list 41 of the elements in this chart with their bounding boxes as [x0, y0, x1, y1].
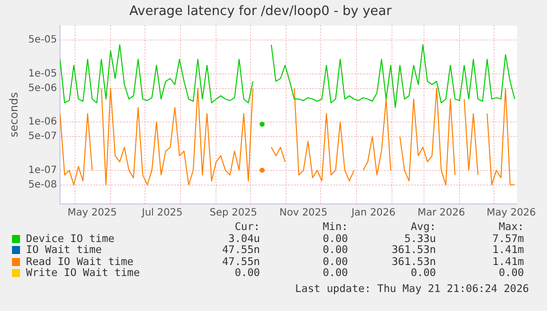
text: Last update: Thu May 21 21:06:24 2026 — [295, 283, 529, 295]
x-tick-label: Jan 2026 — [350, 208, 396, 219]
text: 0.00 — [322, 244, 348, 256]
x-tick-label: Jul 2025 — [140, 208, 183, 219]
y-tick-label: 5e-08 — [28, 179, 58, 190]
text: 47.55n — [221, 256, 260, 268]
y-tick-label: 1e-07 — [28, 164, 58, 176]
text: 1.41m — [491, 244, 524, 256]
text: 0.00 — [410, 267, 436, 280]
text: Avg: — [410, 221, 436, 234]
x-tick-label: Sep 2025 — [210, 208, 258, 219]
legend-label: Write IO Wait time — [25, 267, 141, 280]
text: 47.55n — [221, 244, 260, 256]
text: 0.00 — [234, 267, 260, 280]
text: 0.00 — [322, 256, 348, 268]
x-tick-label: Nov 2025 — [279, 208, 328, 219]
chart-title: Average latency for /dev/loop0 - by year — [129, 4, 392, 20]
y-tick-label: 5e-07 — [28, 131, 58, 142]
x-tick-label: May 2025 — [68, 208, 117, 219]
text: 361.53n — [390, 256, 436, 268]
text: 1.41m — [491, 256, 524, 268]
y-tick-label: 5e-06 — [28, 82, 58, 94]
text: Cur: — [234, 221, 260, 234]
text: 0.00 — [322, 232, 348, 245]
text: Min: — [322, 221, 348, 234]
y-axis-title: seconds — [7, 92, 20, 138]
text: 5.33u — [403, 232, 436, 245]
text: 0.00 — [322, 267, 348, 280]
text: 361.53n — [390, 244, 436, 256]
y-tick-label: 5e-05 — [28, 34, 58, 46]
legend-label: Read IO Wait time — [25, 256, 134, 268]
x-tick-label: May 2026 — [486, 208, 536, 219]
legend-label: Device IO time — [25, 232, 116, 245]
y-tick-label: 1e-06 — [28, 116, 58, 128]
text: 3.04u — [227, 232, 260, 245]
text: Max: — [498, 221, 524, 234]
text: 0.00 — [498, 267, 524, 280]
legend-label: IO Wait time — [25, 244, 103, 256]
x-tick-label: Mar 2026 — [417, 208, 465, 219]
text: 7.57m — [491, 232, 524, 245]
y-tick-label: 1e-05 — [28, 68, 58, 80]
